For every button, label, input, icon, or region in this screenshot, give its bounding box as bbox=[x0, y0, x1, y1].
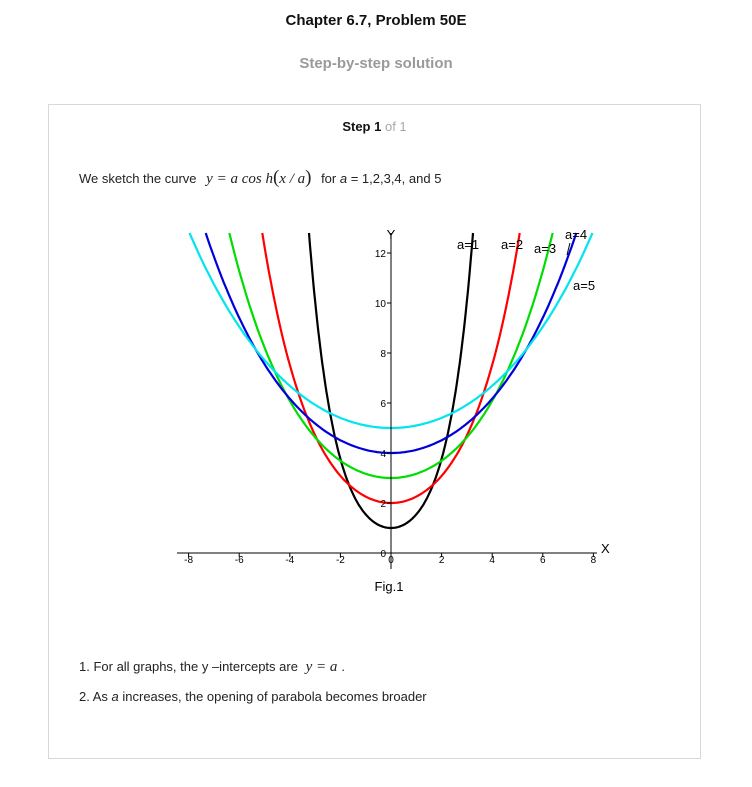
figure-caption: Fig.1 bbox=[375, 579, 404, 594]
step-number: Step 1 bbox=[342, 119, 382, 134]
series-label-5: a=5 bbox=[573, 278, 595, 293]
x-tick-label: 0 bbox=[388, 555, 394, 566]
intro-var: a bbox=[339, 171, 348, 186]
formula-inner: x / a bbox=[279, 171, 306, 187]
solution-card: Step 1 of 1 We sketch the curve y = a co… bbox=[48, 104, 701, 759]
x-tick-label: 8 bbox=[591, 555, 597, 566]
solution-subtitle: Step-by-step solution bbox=[299, 55, 453, 72]
note-1-end: . bbox=[341, 659, 345, 674]
intro-text: We sketch the curve bbox=[79, 171, 197, 186]
y-tick-label: 2 bbox=[380, 499, 386, 510]
step-label: Step 1 of 1 bbox=[49, 119, 700, 134]
figure: -8 -6 -4 -2 0 2 4 6 8 0 2 4 6 8 10 12 Y X Fig.1 a=1 a=2 a… bbox=[177, 223, 617, 608]
y-tick-label: 12 bbox=[375, 249, 387, 260]
note-1: 1. For all graphs, the y –intercepts are… bbox=[79, 659, 345, 676]
x-tick-label: -8 bbox=[184, 555, 193, 566]
intro-after-prefix: for bbox=[321, 171, 340, 186]
x-tick-label: 6 bbox=[540, 555, 546, 566]
y-tick-label: 8 bbox=[380, 349, 386, 360]
x-axis-label: X bbox=[601, 541, 610, 556]
note-1-text: 1. For all graphs, the y –intercepts are bbox=[79, 659, 298, 674]
note-2-prefix: 2. As bbox=[79, 689, 112, 704]
axes-group bbox=[177, 233, 597, 569]
y-tick-label: 6 bbox=[380, 399, 386, 410]
y-tick-label: 0 bbox=[380, 549, 386, 560]
series-label-3: a=3 bbox=[534, 241, 556, 256]
chapter-title: Chapter 6.7, Problem 50E bbox=[285, 12, 467, 29]
formula-paren-close: ) bbox=[305, 167, 312, 188]
intro-formula: y = a cos h(x / a) bbox=[200, 167, 317, 188]
y-axis-label: Y bbox=[387, 227, 396, 242]
series-labels-group: a=1 a=2 a=3 a=4 a=5 bbox=[457, 227, 595, 293]
x-tick-label: 2 bbox=[439, 555, 445, 566]
x-tick-label: 4 bbox=[489, 555, 495, 566]
y-tick-label: 4 bbox=[380, 449, 386, 460]
step-total: of 1 bbox=[384, 119, 407, 134]
x-tick-label: -2 bbox=[336, 555, 345, 566]
series-label-2: a=2 bbox=[501, 237, 523, 252]
x-tick-label: -6 bbox=[235, 555, 244, 566]
intro-after-suffix: = 1,2,3,4, and 5 bbox=[347, 171, 442, 186]
note-2-var: a bbox=[111, 689, 119, 704]
x-tick-label: -4 bbox=[285, 555, 294, 566]
series-label-4: a=4 bbox=[565, 227, 587, 242]
intro-sentence: We sketch the curve y = a cos h(x / a) f… bbox=[79, 167, 441, 189]
label-pointer bbox=[566, 242, 571, 256]
note-2: 2. As a increases, the opening of parabo… bbox=[79, 689, 427, 704]
ticks-group: -8 -6 -4 -2 0 2 4 6 8 0 2 4 6 8 10 12 bbox=[184, 249, 596, 566]
y-tick-label: 10 bbox=[375, 299, 387, 310]
note-2-suffix: increases, the opening of parabola becom… bbox=[118, 689, 427, 704]
formula-left: y = a cos h bbox=[206, 171, 273, 187]
formula-paren-open: ( bbox=[272, 167, 280, 188]
note-1-formula: y = a bbox=[305, 659, 338, 675]
series-label-1: a=1 bbox=[457, 237, 479, 252]
